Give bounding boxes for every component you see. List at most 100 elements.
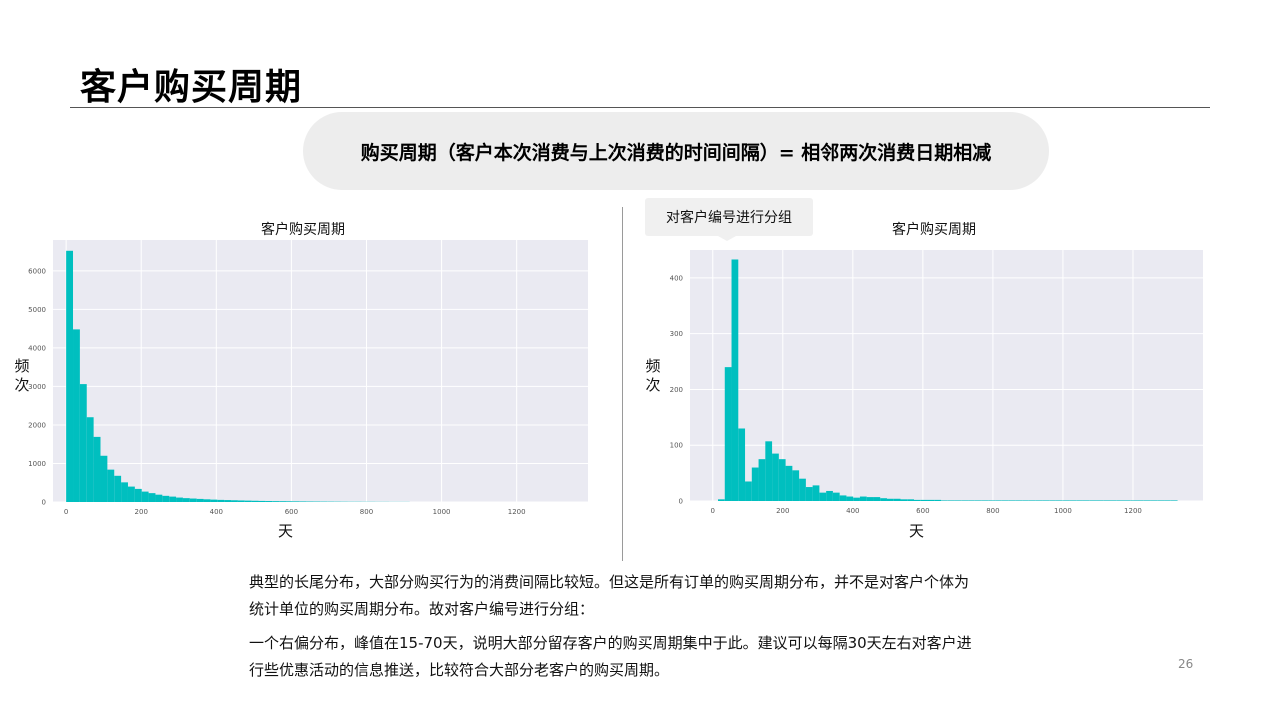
chart2-bar — [941, 500, 948, 501]
chart1-bar — [66, 250, 74, 502]
chart1-x-tick-label: 200 — [135, 508, 148, 516]
chart1-bar — [73, 329, 80, 502]
chart2-bar — [819, 492, 827, 501]
chart2-bar — [718, 499, 725, 501]
chart1-bar — [251, 500, 259, 502]
chart2-bar — [873, 497, 881, 501]
chart2-bar — [988, 500, 996, 501]
chart1-bar — [196, 498, 204, 502]
chart2-bar — [947, 500, 955, 501]
chart1-bar — [127, 486, 135, 502]
chart2-bar — [772, 453, 779, 501]
chart1-bar — [244, 500, 252, 502]
chart1-bar — [107, 469, 115, 502]
title-divider — [70, 107, 1210, 108]
chart2-bar — [1137, 500, 1144, 501]
chart2-title: 客户购买周期 — [892, 222, 976, 238]
callout-text: 对客户编号进行分组 — [666, 210, 792, 226]
chart1-xlabel: 天 — [278, 522, 294, 540]
chart2-bar — [1164, 500, 1171, 501]
chart2-bar — [1150, 500, 1158, 501]
chart1-y-tick-label: 6000 — [28, 267, 46, 275]
paragraph-1: 典型的长尾分布，大部分购买行为的消费间隔比较短。但这是所有订单的购买周期分布，并… — [249, 569, 969, 623]
chart1-bar — [189, 498, 197, 502]
chart2-bar — [1001, 500, 1009, 501]
chart2-bar — [1123, 500, 1131, 501]
chart2-bar — [745, 481, 752, 501]
chart1-x-tick-label: 400 — [210, 508, 223, 516]
formula-text: 购买周期（客户本次消费与上次消费的时间间隔）= 相邻两次消费日期相减 — [360, 141, 992, 164]
chart2-bar — [812, 485, 820, 501]
chart2-bar — [731, 259, 739, 501]
chart1-bar — [224, 500, 232, 502]
chart2-bar — [954, 500, 962, 501]
chart1-bar — [79, 384, 87, 502]
paragraph-2-line-2: 行些优惠活动的信息推送，比较符合大部分老客户的购买周期。 — [249, 661, 670, 679]
chart2-bar — [799, 478, 806, 501]
chart1-bar — [176, 497, 183, 502]
chart2-bar — [1082, 500, 1090, 501]
chart2-bar — [846, 496, 854, 501]
chart2-bar — [832, 492, 840, 501]
chart1-bar — [148, 493, 156, 502]
callout-pointer — [718, 236, 736, 241]
chart2-bar — [1170, 500, 1178, 501]
chart1-x-tick-label: 1200 — [508, 508, 526, 516]
chart2-bar — [765, 441, 773, 501]
chart2-bar — [751, 467, 759, 501]
chart1-bar — [182, 498, 190, 502]
page-number: 26 — [1178, 657, 1194, 671]
paragraph-2-line-1: 一个右偏分布，峰值在15-70天，说明大部分留存客户的购买周期集中于此。建议可以… — [249, 634, 972, 652]
chart1-bar — [279, 501, 286, 502]
chart1-bar — [237, 500, 245, 502]
chart2-bar — [974, 500, 982, 501]
chart2-bar — [907, 499, 915, 501]
chart2-bar — [805, 487, 813, 501]
chart1-y-tick-label: 1000 — [28, 460, 46, 468]
chart1-x-tick-label: 1000 — [433, 508, 451, 516]
chart2-y-tick-label: 100 — [670, 442, 683, 450]
chart1-bar — [134, 488, 142, 502]
chart2-bar — [1062, 500, 1070, 501]
chart1-bar — [162, 495, 170, 502]
chart1-bar — [203, 499, 211, 502]
chart2-x-tick-label: 200 — [776, 507, 789, 515]
chart2-bar — [1157, 500, 1165, 501]
chart2-x-tick-label: 400 — [846, 507, 859, 515]
chart1-bar — [210, 499, 218, 502]
page-title: 客户购买周期 — [80, 67, 303, 108]
chart1-x-tick-label: 800 — [360, 508, 373, 516]
formula-banner: 购买周期（客户本次消费与上次消费的时间间隔）= 相邻两次消费日期相减 — [303, 112, 1049, 190]
chart2-bar — [920, 499, 928, 501]
chart2-bar — [961, 500, 969, 501]
chart2-bar — [900, 499, 908, 501]
chart2-bar — [1089, 500, 1097, 501]
chart1-y-tick-label: 4000 — [28, 344, 46, 352]
chart2-x-tick-label: 1200 — [1124, 507, 1142, 515]
chart1-x-tick-label: 600 — [285, 508, 298, 516]
chart1-y-tick-label: 5000 — [28, 306, 46, 314]
chart2-bar — [853, 497, 860, 501]
chart1-bar — [217, 499, 225, 502]
chart2-bar — [995, 500, 1002, 501]
chart2-bar — [1143, 500, 1151, 501]
chart1-bar — [285, 501, 293, 502]
chart2-bar — [886, 498, 894, 501]
chart1-title: 客户购买周期 — [261, 222, 345, 238]
chart1-y-tick-label: 0 — [42, 499, 46, 507]
chart2-bar — [893, 498, 901, 501]
chart2-x-tick-label: 800 — [986, 507, 999, 515]
chart2-bar — [1116, 500, 1124, 501]
chart1-bar — [155, 494, 163, 502]
chart1-bar — [299, 501, 307, 502]
chart2-ylabel: 频次 — [645, 357, 661, 394]
chart2-bar — [1015, 500, 1023, 501]
chart1-x-tick-label: 0 — [64, 508, 68, 516]
chart1-bar — [93, 436, 101, 502]
chart2-bar — [914, 499, 921, 501]
chart2-bar — [738, 428, 746, 501]
group-by-customer-callout: 对客户编号进行分组 — [645, 198, 813, 236]
chart2-y-tick-label: 400 — [670, 274, 683, 282]
chart2-bar — [981, 500, 989, 501]
